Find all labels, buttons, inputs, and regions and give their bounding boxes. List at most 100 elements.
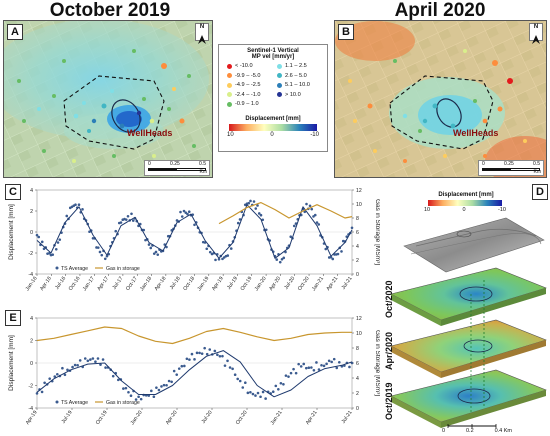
legend-swatch (277, 63, 282, 69)
scale-unit: Km (199, 169, 208, 175)
legend-item: > 10.0 (277, 92, 301, 98)
ts-average-point (152, 252, 156, 255)
x-tick-label: Jan-16 (25, 276, 39, 293)
x-tick-label: Jan-20 (254, 276, 268, 293)
ts-average-point (96, 357, 100, 360)
ts-average-point (160, 385, 163, 388)
legend-item: 1.1 – 2.5 (277, 63, 307, 69)
ts-average-point (142, 228, 146, 232)
ts-average-point (74, 203, 77, 206)
ts-average-point (65, 214, 69, 218)
legend-swatch (227, 92, 232, 97)
ts-average-point (246, 391, 250, 395)
ts-average-point (126, 214, 130, 218)
north-arrow-icon (198, 35, 206, 44)
scale-unit: Km (533, 169, 542, 175)
legend-label: < -10.0 (235, 63, 253, 69)
ts-average-point (249, 199, 252, 203)
x-tick-label: Oct-19 (95, 410, 109, 426)
d-scale-label-0: 0 (442, 428, 446, 434)
ts-average-point (83, 357, 87, 360)
ts-average-point (244, 381, 247, 385)
ts-average-point (299, 365, 303, 368)
scale-label-1: 0.25 (504, 161, 514, 167)
legend-ts-label: TS Average (61, 266, 88, 272)
ts-average-point (217, 258, 221, 261)
ts-average-point (77, 203, 81, 206)
ts-average-point (40, 390, 44, 394)
y-tick-label: -4 (28, 272, 33, 278)
y-tick-label: 0 (30, 230, 33, 236)
scale-bar-graphic (148, 168, 206, 171)
ts-average-point (208, 250, 212, 254)
legend-ts-marker (55, 400, 59, 404)
ts-average-point (340, 250, 343, 253)
ts-average-point (261, 218, 265, 222)
ts-average-point (275, 258, 279, 261)
ts-average-point (322, 364, 326, 368)
ts-average-point (180, 215, 184, 218)
x-tick-label: Apr-20 (165, 410, 179, 426)
y-tick-label: 2 (30, 209, 33, 215)
legend-ts-label: TS Average (61, 400, 88, 406)
ts-average-point (261, 390, 265, 394)
ts-average-point (152, 395, 156, 399)
ts-average-point (305, 202, 308, 206)
ts-average-point (101, 358, 105, 361)
y2-tick-label: 0 (356, 272, 359, 278)
ts-average-point (40, 240, 44, 244)
ts-average-point (315, 361, 318, 364)
north-arrow-icon (532, 35, 540, 44)
ts-average-point (154, 250, 158, 254)
y-tick-label: -2 (28, 384, 33, 390)
panel-label-b: B (338, 24, 354, 40)
legend-label: -2.4 – -1.0 (235, 91, 261, 98)
x-tick-label: Jul-18 (169, 276, 182, 291)
d-colorbar-ticks: 10 0 -10 (424, 207, 506, 213)
x-tick-label: Apr-20 (268, 276, 282, 292)
x-tick-label: Apr-19 (211, 276, 225, 292)
ts-average-point (229, 247, 233, 250)
scale-bar-graphic (482, 168, 540, 171)
ts-average-point (256, 204, 259, 207)
scale-label-0: 0 (148, 161, 151, 167)
y2-tick-label: 12 (356, 188, 362, 194)
map-panel-b: B N WellHeads 0 0.25 0.5 Km (334, 20, 547, 178)
ts-average-point (214, 258, 217, 262)
y2-tick-label: 12 (356, 316, 362, 322)
ts-average-point (259, 395, 262, 399)
y-tick-label: -2 (28, 251, 33, 257)
panel-label-a: A (7, 24, 23, 40)
ts-average-point (205, 352, 209, 356)
ts-average-point (307, 366, 311, 370)
ts-average-point (76, 363, 79, 367)
ts-average-point (183, 364, 186, 368)
layer-label-oct-2019: Oct/2019 (384, 382, 394, 420)
title-october-2019: October 2019 (49, 0, 171, 21)
ps-points-a (17, 49, 196, 163)
ts-average-point (329, 255, 333, 259)
ts-average-point (179, 210, 182, 214)
ts-average-point (320, 363, 323, 367)
ts-average-point (231, 367, 234, 371)
layer-label-apr-2020: Apr/2020 (384, 331, 394, 370)
y2-tick-label: 4 (356, 376, 359, 382)
map-a-svg (4, 21, 212, 177)
y-tick-label: 4 (30, 316, 33, 322)
ts-average-point (241, 386, 245, 389)
x-tick-label: Jul-16 (54, 276, 67, 291)
ts-average-point (116, 378, 120, 382)
ts-average-point (170, 380, 173, 384)
x-tick-label: Jan-17 (82, 276, 96, 293)
legend-colorbar (229, 124, 317, 131)
ts-average-point (122, 387, 125, 390)
legend-swatch (277, 92, 282, 97)
panel-label-d: D (532, 184, 548, 200)
ts-average-point (226, 359, 229, 363)
legend-item: < -10.0 (227, 63, 253, 69)
scale-labels-a: 0 0.25 0.5 (145, 161, 209, 167)
legend-ts-marker (55, 266, 59, 270)
ts-average-point (310, 366, 313, 369)
ts-average-point (233, 373, 237, 376)
legend-disp-title: Displacement [mm] (245, 116, 301, 122)
